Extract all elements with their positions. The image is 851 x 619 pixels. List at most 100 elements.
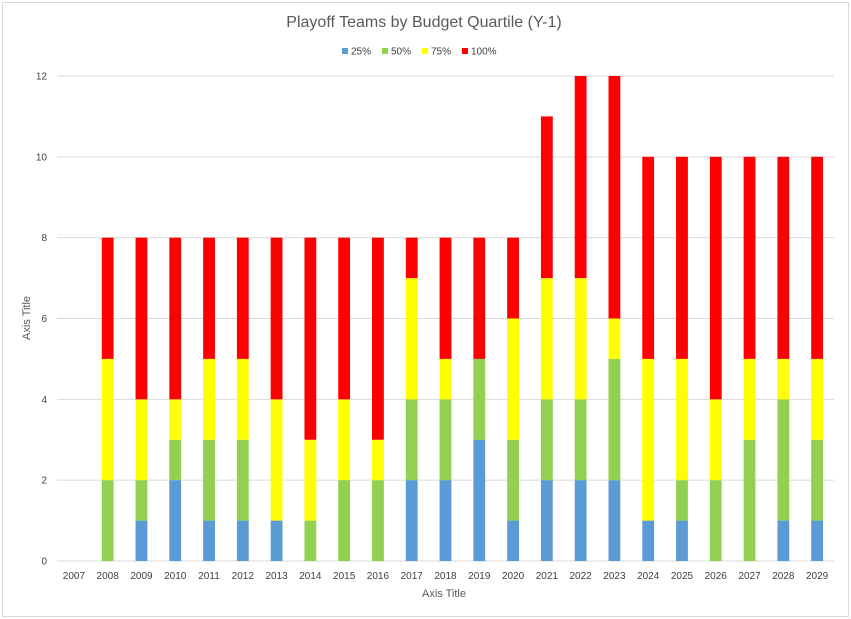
bar-segment — [709, 480, 722, 561]
bar-segment — [777, 156, 790, 359]
bar-segment — [507, 439, 519, 521]
bar-segment — [236, 520, 249, 561]
bar-segment — [574, 76, 587, 279]
bar-segment — [372, 480, 384, 561]
legend-label: 75% — [431, 47, 451, 58]
bar-segment — [135, 520, 148, 561]
bar-segment — [439, 358, 452, 400]
x-tick-label: 2016 — [367, 571, 390, 582]
bar-segment — [338, 480, 351, 561]
y-tick-label: 2 — [41, 476, 47, 487]
y-axis-title: Axis Title — [21, 296, 33, 340]
x-tick-label: 2027 — [738, 571, 761, 582]
bar-segment — [743, 358, 756, 440]
bar-segment — [608, 76, 621, 319]
x-tick-label: 2024 — [637, 571, 660, 582]
x-tick-label: 2014 — [299, 571, 322, 582]
bar-segment — [676, 480, 688, 521]
bar-segment — [338, 399, 351, 481]
bar-segment — [169, 399, 182, 440]
x-tick-label: 2025 — [671, 571, 694, 582]
bar-segment — [270, 237, 283, 400]
bar-segment — [135, 480, 148, 521]
bar-segment — [236, 237, 249, 359]
bar-segment — [101, 358, 114, 481]
bar-segment — [507, 237, 519, 319]
x-tick-label: 2011 — [198, 571, 220, 582]
bar-segment — [743, 439, 756, 561]
bar-segment — [507, 318, 519, 440]
x-tick-label: 2022 — [570, 571, 593, 582]
x-tick-label: 2023 — [603, 571, 626, 582]
bar-segment — [405, 399, 418, 481]
x-tick-label: 2029 — [806, 571, 829, 582]
x-tick-label: 2009 — [130, 571, 153, 582]
x-tick-label: 2013 — [265, 571, 288, 582]
bar-segment — [574, 278, 587, 400]
bar-segment — [304, 439, 317, 521]
y-tick-label: 4 — [41, 395, 47, 406]
bar-segment — [574, 399, 587, 481]
bar-segment — [777, 399, 790, 521]
bar-segment — [811, 358, 824, 440]
bar-segment — [203, 439, 215, 521]
bar-segment — [236, 439, 249, 521]
x-tick-label: 2017 — [401, 571, 424, 582]
bar-segment — [270, 399, 283, 521]
bar-segment — [608, 480, 621, 561]
x-axis-ticks: 2007 2008 2009 2010 2011 2012 2013 2014 2015 2016… — [63, 571, 829, 582]
legend-label: 25% — [351, 47, 371, 58]
chart-title: Playoff Teams by Budget Quartile (Y-1) — [286, 14, 561, 31]
bar-segment — [135, 237, 148, 400]
bar-segment — [574, 480, 587, 561]
x-tick-label: 2019 — [468, 571, 491, 582]
bar-segment — [439, 399, 452, 481]
bar-segment — [540, 116, 553, 279]
bar-segment — [743, 156, 756, 359]
bar-segment — [473, 237, 486, 359]
bar-segment — [676, 520, 688, 561]
legend-swatch — [382, 48, 388, 54]
bar-segment — [304, 520, 317, 561]
x-tick-label: 2020 — [502, 571, 525, 582]
bar-segment — [405, 278, 418, 400]
x-tick-label: 2028 — [772, 571, 795, 582]
y-tick-label: 6 — [41, 314, 47, 325]
bar-segment — [372, 439, 384, 481]
x-tick-label: 2021 — [536, 571, 559, 582]
legend-swatch — [422, 48, 428, 54]
bar-segment — [338, 237, 351, 400]
bar-segment — [169, 480, 182, 561]
x-tick-label: 2026 — [705, 571, 728, 582]
legend-swatch — [342, 48, 348, 54]
legend-label: 50% — [391, 47, 411, 58]
bar-segment — [811, 439, 824, 521]
bar-segment — [135, 399, 148, 481]
x-tick-label: 2012 — [232, 571, 255, 582]
bar-segment — [405, 480, 418, 561]
x-tick-label: 2010 — [164, 571, 187, 582]
bar-segment — [439, 237, 452, 359]
bar-segment — [169, 237, 182, 400]
bar-segment — [709, 399, 722, 481]
bar-segment — [642, 156, 655, 359]
legend-label: 100% — [471, 47, 497, 58]
y-tick-label: 0 — [41, 557, 47, 568]
x-tick-label: 2007 — [63, 571, 86, 582]
x-axis-title: Axis Title — [422, 588, 466, 600]
bar-segment — [608, 318, 621, 359]
bar-segment — [540, 278, 553, 400]
bar-segment — [777, 358, 790, 400]
y-axis-ticks: 0 2 4 6 8 10 12 — [36, 72, 48, 568]
bar-segment — [811, 156, 824, 359]
y-tick-label: 12 — [36, 72, 48, 83]
bar-segment — [439, 480, 452, 561]
bar-segment — [101, 237, 114, 359]
legend: 25% 50% 75% 100% — [342, 47, 497, 58]
bar-segment — [101, 480, 114, 561]
bar-segment — [203, 358, 215, 440]
y-tick-label: 10 — [36, 152, 48, 163]
y-tick-label: 8 — [41, 233, 47, 244]
x-tick-label: 2018 — [434, 571, 457, 582]
